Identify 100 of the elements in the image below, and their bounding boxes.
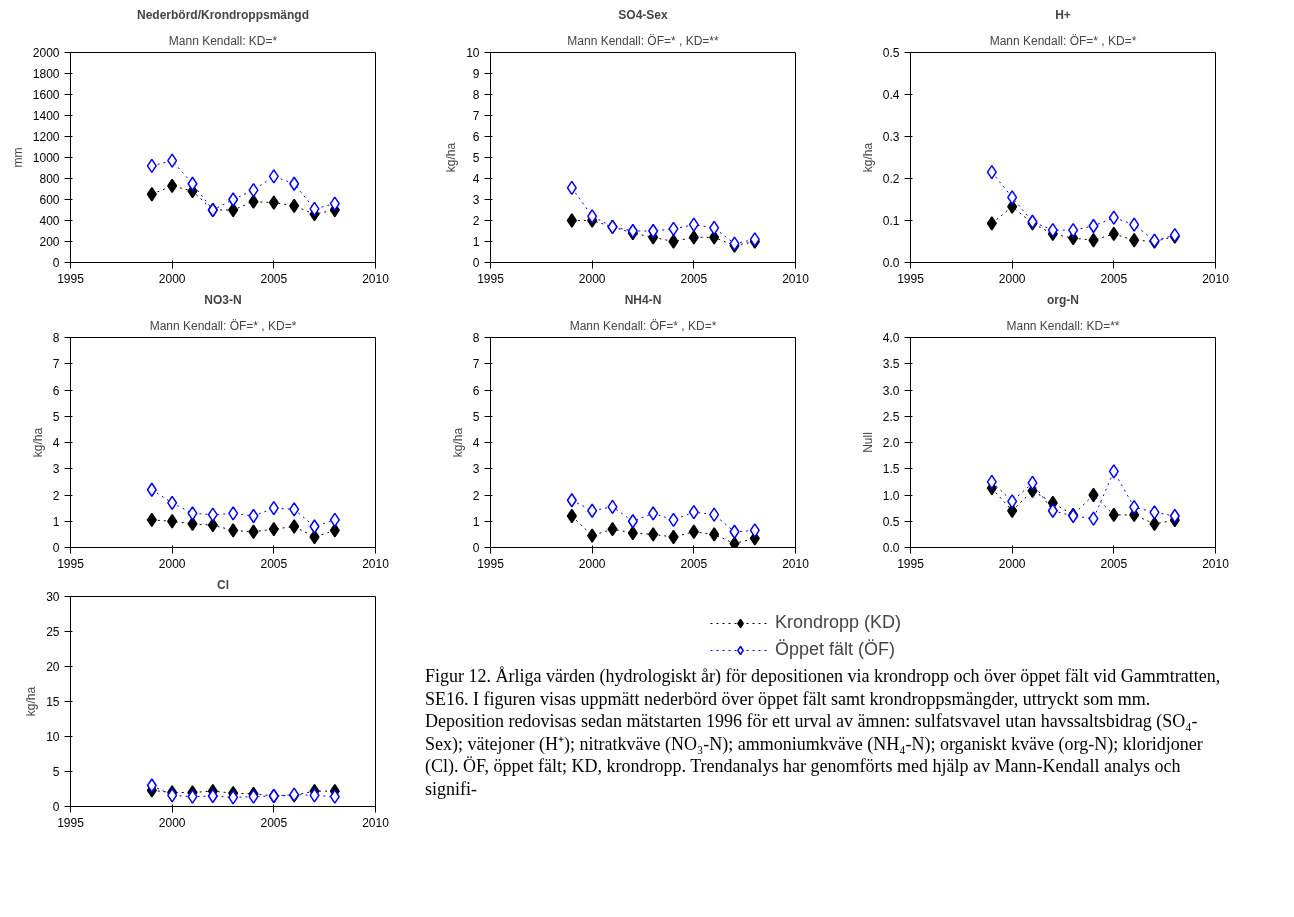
y-tick-label: 9 xyxy=(472,67,480,81)
x-tick-label: 2005 xyxy=(260,271,288,286)
y-axis-title: kg/ha xyxy=(860,142,875,173)
y-tick-label: 0.2 xyxy=(882,172,900,186)
x-tick-label: 2010 xyxy=(362,815,390,830)
y-tick-label: 6 xyxy=(472,383,480,398)
chart-subtitle: Mann Kendall: ÖF=* , KD=* xyxy=(569,318,717,333)
x-tick-label: 2005 xyxy=(680,556,708,571)
y-tick-label: 5 xyxy=(52,765,60,779)
y-tick-label: 400 xyxy=(39,214,60,228)
legend-label: Öppet fält (ÖF) xyxy=(775,639,896,660)
y-tick-label: 1 xyxy=(52,514,60,529)
x-tick-label: 2000 xyxy=(158,271,186,286)
y-axis-title: Null xyxy=(860,432,875,453)
chart-subtitle: Mann Kendall: KD=* xyxy=(168,33,278,48)
y-tick-label: 4 xyxy=(472,172,480,186)
y-tick-label: 2000 xyxy=(32,46,60,60)
y-tick-label: 8 xyxy=(472,331,480,345)
y-tick-label: 7 xyxy=(472,109,480,123)
chart-subtitle: Mann Kendall: KD=** xyxy=(1006,318,1120,333)
x-tick-label: 2010 xyxy=(362,271,390,286)
y-tick-label: 30 xyxy=(46,590,60,604)
y-tick-label: 5 xyxy=(472,151,480,165)
text: Figur 12. Årliga värden (hydrologiskt år) för depositionen via krondropp och över öppet fält vid Gammtratten, SE16. I figuren visas uppmätt nederbörd över öppet fält samt krondroppsmängder, uttryckt som mm. Deposition redovisas sedan mätstarten 1996 för ett urval av ämnen: sulfatsvavel utan havssaltsbidrag (SO₄-Sex); vätejoner (H⁺); nitratkväve (NO₃-N); ammoniumkväve (NH₄-N); organiskt kväve (org-N); kloridjoner (Cl). ÖF, öppet fält; KD, krondropp. Trendanalys har genomförts med hjälp av Mann-Kendall analys och signifi- xyxy=(425,665,1222,800)
x-tick-label: 2005 xyxy=(1100,556,1128,571)
y-tick-label: 7 xyxy=(472,357,480,372)
x-tick-label: 1995 xyxy=(57,815,85,830)
y-axis-title: kg/ha xyxy=(30,427,45,458)
y-tick-label: 1.5 xyxy=(882,462,900,477)
y-tick-label: 2 xyxy=(472,488,480,503)
chart-title: Cl xyxy=(217,577,229,592)
x-tick-label: 2000 xyxy=(158,815,186,830)
chart-title: NO3-N xyxy=(204,292,242,307)
y-tick-label: 0.4 xyxy=(882,88,900,102)
x-tick-label: 2000 xyxy=(998,556,1026,571)
y-tick-label: 0.1 xyxy=(882,214,900,228)
y-tick-label: 3 xyxy=(472,462,480,477)
y-tick-label: 1600 xyxy=(32,88,60,102)
y-tick-label: 3 xyxy=(52,462,60,477)
x-tick-label: 1995 xyxy=(57,271,85,286)
x-tick-label: 2010 xyxy=(1202,271,1230,286)
y-tick-label: 5 xyxy=(472,409,480,424)
y-tick-label: 3.0 xyxy=(882,383,900,398)
y-tick-label: 8 xyxy=(52,331,60,345)
y-tick-label: 2.5 xyxy=(882,409,900,424)
y-tick-label: 1 xyxy=(472,514,480,529)
x-tick-label: 2000 xyxy=(578,556,606,571)
x-tick-label: 2000 xyxy=(158,556,186,571)
x-tick-label: 1995 xyxy=(477,271,505,286)
y-tick-label: 10 xyxy=(466,46,480,60)
x-tick-label: 2000 xyxy=(998,271,1026,286)
y-tick-label: 0 xyxy=(52,541,60,555)
y-tick-label: 0.0 xyxy=(882,256,900,270)
chart-title: Nederbörd/Krondroppsmängd xyxy=(137,7,310,22)
x-tick-label: 2000 xyxy=(578,271,606,286)
x-tick-label: 2005 xyxy=(260,556,288,571)
y-tick-label: 0.0 xyxy=(882,541,900,555)
y-tick-label: 7 xyxy=(52,357,60,372)
y-tick-label: 25 xyxy=(46,625,60,639)
y-axis-title: mm xyxy=(10,147,25,168)
x-tick-label: 2010 xyxy=(1202,556,1230,571)
y-tick-label: 1800 xyxy=(32,67,60,81)
y-tick-label: 600 xyxy=(39,193,60,207)
y-tick-label: 800 xyxy=(39,172,60,186)
y-tick-label: 1200 xyxy=(32,130,60,144)
y-tick-label: 1000 xyxy=(32,151,60,165)
y-tick-label: 0.5 xyxy=(882,514,900,529)
y-tick-label: 20 xyxy=(46,660,60,674)
x-tick-label: 1995 xyxy=(477,556,505,571)
y-tick-label: 4 xyxy=(472,436,480,450)
y-tick-label: 0.3 xyxy=(882,130,900,144)
y-tick-label: 2 xyxy=(472,214,480,228)
y-tick-label: 0 xyxy=(52,800,60,814)
chart-subtitle: Mann Kendall: ÖF=* , KD=* xyxy=(149,318,297,333)
x-tick-label: 1995 xyxy=(897,271,925,286)
x-tick-label: 2010 xyxy=(362,556,390,571)
y-tick-label: 1400 xyxy=(32,109,60,123)
chart-subtitle: Mann Kendall: ÖF=* , KD=* xyxy=(989,33,1137,48)
chart-title: NH4-N xyxy=(624,292,662,307)
y-tick-label: 3.5 xyxy=(882,357,900,372)
y-axis-title: kg/ha xyxy=(444,142,459,173)
x-tick-label: 1995 xyxy=(897,556,925,571)
x-tick-label: 1995 xyxy=(57,556,85,571)
y-tick-label: 0.5 xyxy=(882,46,900,60)
y-axis-title: kg/ha xyxy=(24,686,39,717)
chart-subtitle: Mann Kendall: ÖF=* , KD=** xyxy=(567,33,720,48)
y-tick-label: 200 xyxy=(39,235,60,249)
y-tick-label: 1 xyxy=(472,235,480,249)
y-tick-label: 4 xyxy=(52,436,60,450)
y-tick-label: 6 xyxy=(472,130,480,144)
y-tick-label: 0 xyxy=(472,256,480,270)
y-axis-title: kg/ha xyxy=(450,427,465,458)
chart-title: org-N xyxy=(1047,292,1079,307)
y-tick-label: 6 xyxy=(52,383,60,398)
chart-title: SO4-Sex xyxy=(618,7,669,22)
x-tick-label: 2010 xyxy=(782,271,810,286)
y-tick-label: 2 xyxy=(52,488,60,503)
y-tick-label: 5 xyxy=(52,409,60,424)
y-tick-label: 15 xyxy=(46,695,60,709)
y-tick-label: 1.0 xyxy=(882,488,900,503)
